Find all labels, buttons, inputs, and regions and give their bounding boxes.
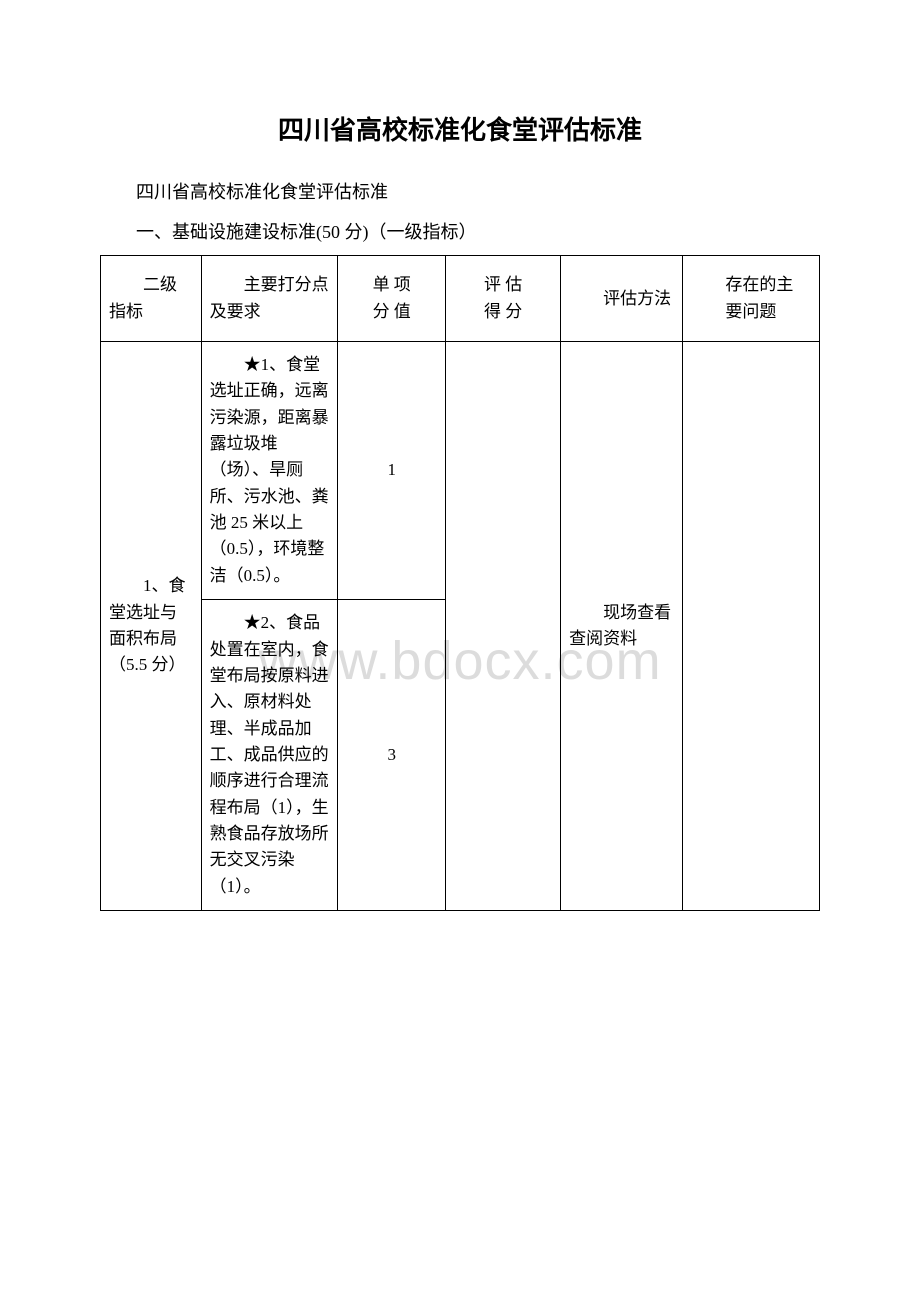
- cell-criteria-2: ★2、食品处置在室内，食堂布局按原料进入、原材料处理、半成品加工、成品供应的顺序…: [201, 600, 338, 911]
- header-method: 评估方法: [561, 256, 683, 342]
- cell-criteria-1: ★1、食堂选址正确，远离污染源，距离暴露垃圾堆（场）、旱厕所、污水池、粪池 25…: [201, 342, 338, 600]
- cell-issues: [683, 342, 820, 911]
- header-issues: 存在的主 要问题: [683, 256, 820, 342]
- table-row: 1、食堂选址与面积布局（5.5 分） ★1、食堂选址正确，远离污染源，距离暴露垃…: [101, 342, 820, 600]
- cell-indicator-group: 1、食堂选址与面积布局（5.5 分）: [101, 342, 202, 911]
- header-eval-score: 评 估 得 分: [446, 256, 561, 342]
- header-indicator: 二级指标: [101, 256, 202, 342]
- subtitle-line: 四川省高校标准化食堂评估标准: [100, 175, 820, 209]
- cell-score-1: 1: [338, 342, 446, 600]
- table-header-row: 二级指标 主要打分点及要求 单 项 分 值 评 估 得 分 评估方法 存在的主 …: [101, 256, 820, 342]
- section-heading: 一、基础设施建设标准(50 分)（一级指标）: [100, 215, 820, 249]
- header-item-score: 单 项 分 值: [338, 256, 446, 342]
- evaluation-table: 二级指标 主要打分点及要求 单 项 分 值 评 估 得 分 评估方法 存在的主 …: [100, 255, 820, 911]
- cell-method: 现场查看 查阅资料: [561, 342, 683, 911]
- document-page: 四川省高校标准化食堂评估标准 四川省高校标准化食堂评估标准 一、基础设施建设标准…: [0, 0, 920, 951]
- header-criteria: 主要打分点及要求: [201, 256, 338, 342]
- page-title: 四川省高校标准化食堂评估标准: [100, 110, 820, 147]
- cell-eval-score: [446, 342, 561, 911]
- cell-score-2: 3: [338, 600, 446, 911]
